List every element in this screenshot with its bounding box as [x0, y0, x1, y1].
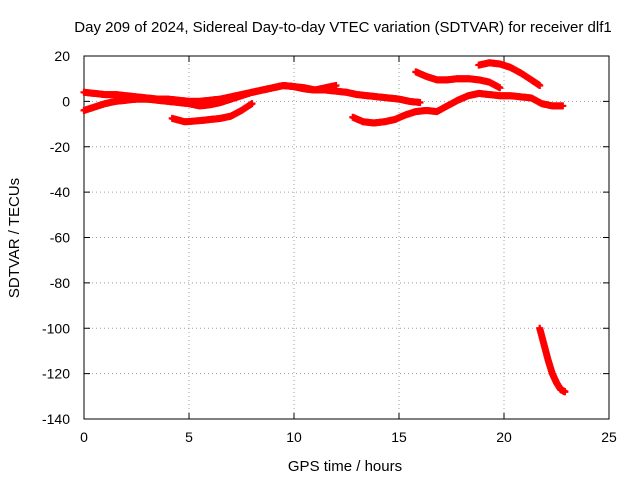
data-point — [248, 100, 256, 108]
chart-title: Day 209 of 2024, Sidereal Day-to-day VTE… — [74, 19, 611, 36]
y-tick-label: 20 — [54, 48, 70, 64]
series-arc-2 — [80, 81, 340, 114]
y-tick-label: -40 — [50, 184, 70, 200]
data-point — [496, 84, 504, 92]
x-tick-labels: 0 5 10 15 20 25 — [80, 429, 617, 445]
series-arc-4 — [349, 89, 567, 127]
y-axis-label: SDTVAR / TECUs — [6, 178, 23, 298]
y-tick-label: -60 — [50, 230, 70, 246]
x-axis-label: GPS time / hours — [288, 458, 402, 475]
data-point — [536, 81, 544, 89]
y-tick-label: -140 — [42, 411, 70, 427]
y-tick-labels: -140 -120 -100 -80 -60 -40 -20 0 20 — [42, 48, 70, 427]
y-tick-label: -100 — [42, 320, 70, 336]
series-arc-3 — [168, 100, 256, 126]
data-point — [416, 99, 424, 107]
y-tick-label: -120 — [42, 366, 70, 382]
y-tick-label: -80 — [50, 275, 70, 291]
grid-lines — [84, 56, 609, 419]
x-tick-label: 25 — [601, 429, 617, 445]
series-arc-6 — [475, 59, 544, 89]
data-markers — [80, 59, 569, 396]
data-point — [332, 81, 340, 89]
data-point — [559, 102, 567, 110]
data-point — [561, 388, 569, 396]
x-tick-label: 20 — [496, 429, 512, 445]
series-arc-5 — [412, 68, 504, 92]
y-tick-label: 0 — [62, 93, 70, 109]
axis-ticks — [83, 55, 610, 420]
x-tick-label: 10 — [286, 429, 302, 445]
y-tick-label: -20 — [50, 139, 70, 155]
x-tick-label: 15 — [391, 429, 407, 445]
x-tick-label: 5 — [185, 429, 193, 445]
plot-frame — [83, 55, 610, 420]
series-arc-7 — [536, 324, 569, 396]
x-tick-label: 0 — [80, 429, 88, 445]
